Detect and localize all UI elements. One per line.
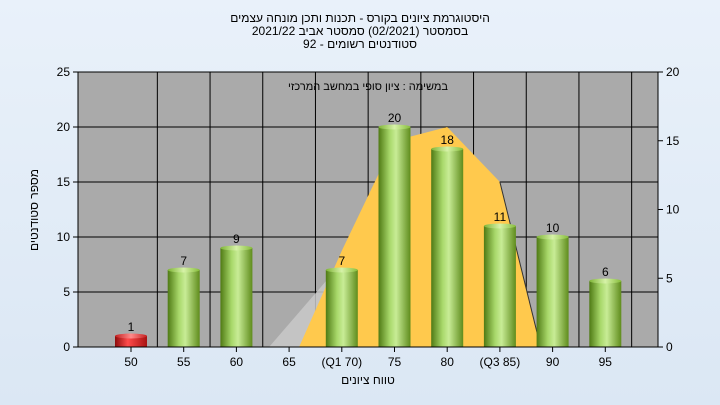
bar <box>378 127 411 347</box>
y-tick-label: 0 <box>63 340 70 354</box>
x-tick-label: 80 <box>441 355 455 369</box>
x-tick-label: 60 <box>230 355 244 369</box>
distribution-area <box>299 127 541 347</box>
bar-top <box>378 124 411 130</box>
bar <box>220 248 253 347</box>
bar <box>167 270 200 347</box>
distribution-line <box>499 181 542 348</box>
x-tick-label: 55 <box>177 355 191 369</box>
data-label: 18 <box>441 133 455 147</box>
y2-axis-ticks: 0 5 10 15 20 <box>658 65 680 354</box>
y2-tick-label: 5 <box>666 271 673 285</box>
y-tick-label: 15 <box>57 175 71 189</box>
data-label: 7 <box>180 254 187 268</box>
x-tick-label: 75 <box>388 355 402 369</box>
bar <box>325 270 358 347</box>
y2-tick-label: 20 <box>666 65 680 79</box>
bar-top <box>167 267 200 273</box>
bar <box>589 281 622 347</box>
chart-title-line-3: סטודנטים רשומים - 92 <box>303 37 417 51</box>
data-label: 6 <box>602 265 609 279</box>
data-label: 7 <box>338 254 345 268</box>
x-tick-label: 90 <box>546 355 560 369</box>
bar-top <box>115 333 147 339</box>
bar <box>115 336 147 347</box>
data-label: 1 <box>128 320 135 334</box>
bar-top <box>325 267 358 273</box>
y2-tick-label: 15 <box>666 134 680 148</box>
x-tick-label: 50 <box>124 355 138 369</box>
data-label: 10 <box>546 221 560 235</box>
bar <box>483 226 516 347</box>
chart-annotation: במשימה : ציון סופי במחשב המרכזי <box>288 81 448 93</box>
bar-top <box>483 223 516 229</box>
data-label: 9 <box>233 232 240 246</box>
y-tick-label: 10 <box>57 230 71 244</box>
x-axis-ticks: 50 55 60 65 (Q1 70) 75 80 (Q3 85) 90 95 <box>124 347 612 369</box>
y-tick-label: 20 <box>57 120 71 134</box>
data-label: 20 <box>388 111 402 125</box>
y-axis-ticks: 0 5 10 15 20 25 <box>57 65 78 354</box>
bar <box>431 149 464 347</box>
x-tick-label: 65 <box>282 355 296 369</box>
bars <box>115 124 622 347</box>
y2-tick-label: 0 <box>666 340 673 354</box>
y-tick-label: 25 <box>57 65 71 79</box>
bar-top <box>220 245 253 251</box>
chart-title-line-2: בסמסטר (02/2021) סמסטר אביב 2021/22 <box>252 24 468 38</box>
bar-top <box>589 278 622 284</box>
bar-top <box>431 146 464 152</box>
x-tick-label: (Q3 85) <box>480 355 521 369</box>
bar <box>536 237 569 347</box>
data-label: 11 <box>494 210 507 224</box>
bar-top <box>536 234 569 240</box>
x-tick-label: 95 <box>599 355 613 369</box>
y-axis-label: מספר סטודנטים <box>27 169 41 251</box>
data-labels: 1 7 9 7 20 18 11 10 6 <box>128 111 609 334</box>
x-axis-label: טווח ציונים <box>341 373 395 387</box>
y-tick-label: 5 <box>63 285 70 299</box>
y2-tick-label: 10 <box>666 203 680 217</box>
x-tick-label: (Q1 70) <box>321 355 362 369</box>
chart-title-line-1: היסטוגרמת ציונים בקורס - תכנות ותכן מונח… <box>230 11 490 25</box>
